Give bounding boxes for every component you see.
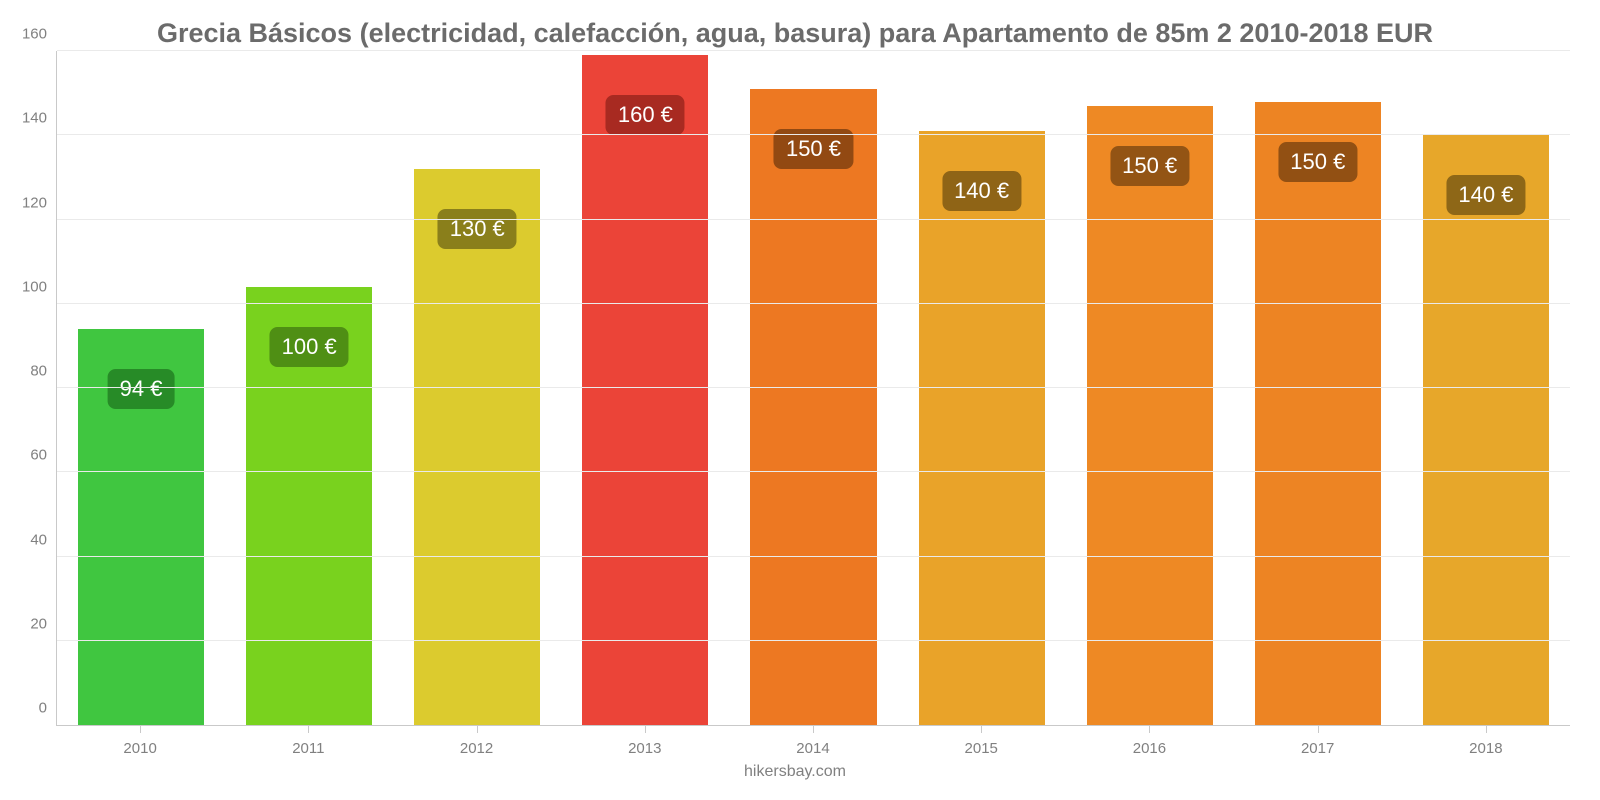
bar: 100 €	[246, 287, 372, 725]
y-tick-label: 100	[22, 278, 57, 295]
x-axis: 201020112012201320142015201620172018	[56, 726, 1570, 757]
y-tick-label: 120	[22, 194, 57, 211]
y-tick-label: 40	[30, 531, 57, 548]
bar-value-badge: 150 €	[1278, 142, 1357, 182]
bar-slot: 160 €	[561, 51, 729, 725]
x-tick	[477, 726, 478, 733]
gridline	[57, 50, 1570, 51]
bar-value-badge: 150 €	[1110, 146, 1189, 186]
y-tick-label: 140	[22, 110, 57, 127]
bar: 160 €	[582, 55, 708, 725]
bar: 140 €	[1423, 135, 1549, 725]
y-tick-label: 160	[22, 26, 57, 43]
y-tick-label: 80	[30, 363, 57, 380]
gridline	[57, 134, 1570, 135]
gridline	[57, 303, 1570, 304]
x-tick	[140, 726, 141, 733]
x-tick	[1149, 726, 1150, 733]
x-tick	[308, 726, 309, 733]
x-tick	[645, 726, 646, 733]
chart-title: Grecia Básicos (electricidad, calefacció…	[10, 18, 1580, 49]
y-tick-label: 0	[39, 700, 57, 717]
bar-value-badge: 130 €	[438, 209, 517, 249]
x-tick	[813, 726, 814, 733]
x-tick	[1318, 726, 1319, 733]
y-tick-label: 60	[30, 447, 57, 464]
x-tick	[981, 726, 982, 733]
bar-value-badge: 140 €	[942, 171, 1021, 211]
bar-value-badge: 100 €	[270, 327, 349, 367]
gridline	[57, 640, 1570, 641]
y-tick-label: 20	[30, 615, 57, 632]
plot-area: 94 € 100 € 130 € 160 € 150 € 140 € 150 € 150 € 1…	[56, 51, 1570, 726]
bar-slot: 150 €	[729, 51, 897, 725]
attribution-text: hikersbay.com	[10, 763, 1580, 781]
bar: 150 €	[750, 89, 876, 725]
bar: 150 €	[1087, 106, 1213, 725]
x-tick	[1486, 726, 1487, 733]
bar-value-badge: 160 €	[606, 95, 685, 135]
bar-slot: 140 €	[898, 51, 1066, 725]
chart-container: Grecia Básicos (electricidad, calefacció…	[0, 0, 1600, 800]
bars-row: 94 € 100 € 130 € 160 € 150 € 140 € 150 € 150 € 1…	[57, 51, 1570, 725]
bar: 150 €	[1255, 102, 1381, 725]
bar-slot: 100 €	[225, 51, 393, 725]
bar: 140 €	[919, 131, 1045, 725]
bar-slot: 150 €	[1234, 51, 1402, 725]
bar-slot: 130 €	[393, 51, 561, 725]
bar-slot: 94 €	[57, 51, 225, 725]
gridline	[57, 471, 1570, 472]
bar-slot: 140 €	[1402, 51, 1570, 725]
bar: 94 €	[78, 329, 204, 725]
bar-value-badge: 140 €	[1446, 175, 1525, 215]
gridline	[57, 387, 1570, 388]
gridline	[57, 556, 1570, 557]
bar: 130 €	[414, 169, 540, 725]
gridline	[57, 219, 1570, 220]
bar-slot: 150 €	[1066, 51, 1234, 725]
bar-value-badge: 94 €	[108, 369, 175, 409]
